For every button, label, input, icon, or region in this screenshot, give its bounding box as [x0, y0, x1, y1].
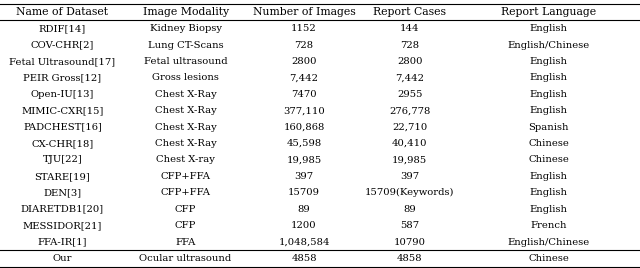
- Text: DEN[3]: DEN[3]: [44, 188, 81, 197]
- Text: 15709: 15709: [288, 188, 320, 197]
- Text: English: English: [530, 106, 568, 115]
- Text: 1,048,584: 1,048,584: [278, 237, 330, 247]
- Text: 587: 587: [400, 221, 419, 230]
- Text: English: English: [530, 205, 568, 214]
- Text: French: French: [531, 221, 567, 230]
- Text: 15709(Keywords): 15709(Keywords): [365, 188, 454, 197]
- Text: Chest X-Ray: Chest X-Ray: [155, 139, 216, 148]
- Text: English/Chinese: English/Chinese: [508, 237, 590, 247]
- Text: English/Chinese: English/Chinese: [508, 40, 590, 50]
- Text: Chinese: Chinese: [529, 139, 569, 148]
- Text: 728: 728: [400, 40, 419, 50]
- Text: 7470: 7470: [291, 90, 317, 99]
- Text: 397: 397: [400, 172, 419, 181]
- Text: Lung CT-Scans: Lung CT-Scans: [148, 40, 223, 50]
- Text: CFP: CFP: [175, 205, 196, 214]
- Text: FFA-IR[1]: FFA-IR[1]: [38, 237, 87, 247]
- Text: 144: 144: [400, 24, 419, 33]
- Text: English: English: [530, 90, 568, 99]
- Text: Name of Dataset: Name of Dataset: [17, 7, 108, 17]
- Text: 397: 397: [294, 172, 314, 181]
- Text: Chest X-Ray: Chest X-Ray: [155, 90, 216, 99]
- Text: MESSIDOR[21]: MESSIDOR[21]: [22, 221, 102, 230]
- Text: 2800: 2800: [291, 57, 317, 66]
- Text: 377,110: 377,110: [283, 106, 325, 115]
- Text: Ocular ultrasound: Ocular ultrasound: [140, 254, 232, 263]
- Text: Fetal ultrasound: Fetal ultrasound: [144, 57, 227, 66]
- Text: 45,598: 45,598: [286, 139, 322, 148]
- Text: TJU[22]: TJU[22]: [42, 155, 83, 165]
- Text: 2955: 2955: [397, 90, 422, 99]
- Text: 22,710: 22,710: [392, 123, 428, 132]
- Text: 89: 89: [403, 205, 416, 214]
- Text: STARE[19]: STARE[19]: [35, 172, 90, 181]
- Text: English: English: [530, 24, 568, 33]
- Text: Fetal Ultrasound[17]: Fetal Ultrasound[17]: [10, 57, 115, 66]
- Text: Report Cases: Report Cases: [373, 7, 446, 17]
- Text: 19,985: 19,985: [286, 155, 322, 165]
- Text: FFA: FFA: [175, 237, 196, 247]
- Text: 4858: 4858: [291, 254, 317, 263]
- Text: 7,442: 7,442: [289, 73, 319, 82]
- Text: Number of Images: Number of Images: [253, 7, 355, 17]
- Text: CX-CHR[18]: CX-CHR[18]: [31, 139, 93, 148]
- Text: Kidney Biopsy: Kidney Biopsy: [150, 24, 221, 33]
- Text: 276,778: 276,778: [389, 106, 430, 115]
- Text: 40,410: 40,410: [392, 139, 428, 148]
- Text: English: English: [530, 73, 568, 82]
- Text: English: English: [530, 172, 568, 181]
- Text: 10790: 10790: [394, 237, 426, 247]
- Text: 89: 89: [298, 205, 310, 214]
- Text: Chest X-ray: Chest X-ray: [156, 155, 215, 165]
- Text: 19,985: 19,985: [392, 155, 428, 165]
- Text: English: English: [530, 188, 568, 197]
- Text: PEIR Gross[12]: PEIR Gross[12]: [23, 73, 102, 82]
- Text: 728: 728: [294, 40, 314, 50]
- Text: Image Modality: Image Modality: [143, 7, 228, 17]
- Text: PADCHEST[16]: PADCHEST[16]: [23, 123, 102, 132]
- Text: 2800: 2800: [397, 57, 422, 66]
- Text: CFP+FFA: CFP+FFA: [161, 188, 211, 197]
- Text: Open-IU[13]: Open-IU[13]: [31, 90, 94, 99]
- Text: DIARETDB1[20]: DIARETDB1[20]: [21, 205, 104, 214]
- Text: CFP+FFA: CFP+FFA: [161, 172, 211, 181]
- Text: Chinese: Chinese: [529, 155, 569, 165]
- Text: 1152: 1152: [291, 24, 317, 33]
- Text: 4858: 4858: [397, 254, 422, 263]
- Text: Chinese: Chinese: [529, 254, 569, 263]
- Text: Report Language: Report Language: [501, 7, 596, 17]
- Text: Chest X-Ray: Chest X-Ray: [155, 123, 216, 132]
- Text: Spanish: Spanish: [529, 123, 569, 132]
- Text: 7,442: 7,442: [395, 73, 424, 82]
- Text: COV-CHR[2]: COV-CHR[2]: [31, 40, 94, 50]
- Text: MIMIC-CXR[15]: MIMIC-CXR[15]: [21, 106, 104, 115]
- Text: 160,868: 160,868: [284, 123, 324, 132]
- Text: English: English: [530, 57, 568, 66]
- Text: 1200: 1200: [291, 221, 317, 230]
- Text: RDIF[14]: RDIF[14]: [39, 24, 86, 33]
- Text: Our: Our: [52, 254, 72, 263]
- Text: Gross lesions: Gross lesions: [152, 73, 219, 82]
- Text: Chest X-Ray: Chest X-Ray: [155, 106, 216, 115]
- Text: CFP: CFP: [175, 221, 196, 230]
